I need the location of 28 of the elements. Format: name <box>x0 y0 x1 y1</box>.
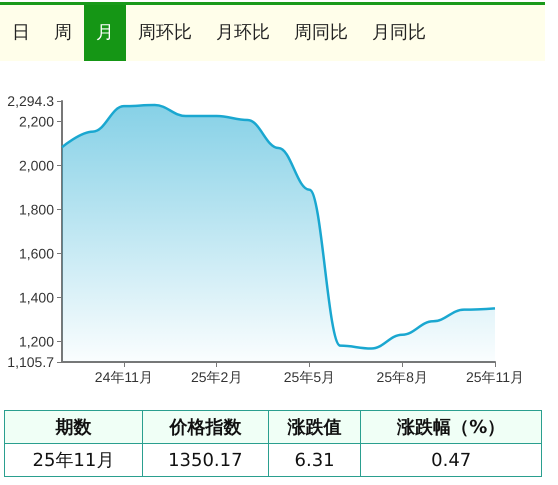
y-tick-label: 1,800 <box>18 202 54 218</box>
text: 涨跌幅（%） <box>360 410 542 444</box>
x-tick-label: 24年11月 <box>94 369 153 385</box>
y-tick-label: 1,200 <box>18 333 54 350</box>
y-tick-label: 1,600 <box>18 245 54 262</box>
text: 涨跌值 <box>268 410 361 444</box>
text: 月同比 <box>371 21 427 45</box>
text: 日 <box>11 21 31 45</box>
y-tick-label: 2,294.3 <box>7 93 54 109</box>
text: 价格指数 <box>142 410 268 444</box>
text: 周 <box>53 21 73 45</box>
x-tick-label: 25年5月 <box>284 369 336 385</box>
text: 6.31 <box>268 444 361 476</box>
text: 0.47 <box>360 444 542 476</box>
text: 月 <box>84 5 126 61</box>
y-tick-label: 1,105.7 <box>7 354 54 370</box>
text: 月环比 <box>215 21 271 45</box>
y-tick-label: 2,000 <box>18 158 54 174</box>
text: 期数 <box>4 410 142 444</box>
y-tick-label: 2,200 <box>18 114 54 130</box>
x-tick-label: 25年2月 <box>190 369 242 385</box>
text: 周环比 <box>137 21 193 45</box>
y-tick-label: 1,400 <box>18 289 54 306</box>
text: 1350.17 <box>142 444 268 476</box>
x-tick-label: 25年11月 <box>466 369 524 385</box>
x-tick-label: 25年8月 <box>376 369 428 385</box>
text: 周同比 <box>293 21 349 45</box>
text: 25年11月 <box>4 444 142 476</box>
